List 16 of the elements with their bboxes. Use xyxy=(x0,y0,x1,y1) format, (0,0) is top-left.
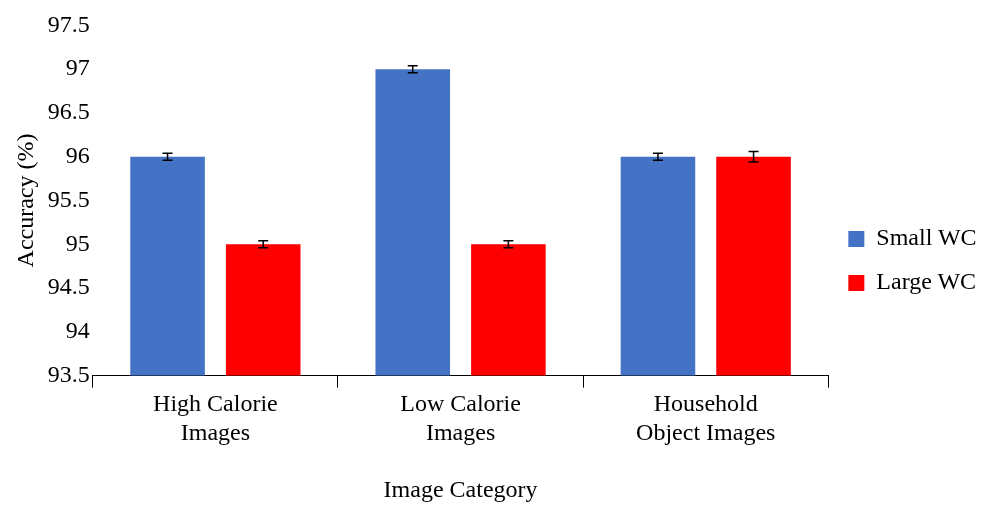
y-tick-label: 96.5 xyxy=(47,98,90,125)
y-tick-label: 95 xyxy=(65,229,90,256)
y-axis-title: Accuracy (%) xyxy=(11,133,38,268)
y-tick-label: 96 xyxy=(65,142,90,169)
y-tick-label: 97 xyxy=(65,54,90,81)
x-tick-label: Household Object Images xyxy=(636,390,776,446)
x-tick-label: Low Calorie Images xyxy=(400,390,521,446)
y-tick-label: 93.5 xyxy=(47,360,90,387)
y-tick-label: 95.5 xyxy=(47,185,90,212)
legend-label: Small WC xyxy=(876,224,977,251)
x-axis-title: Image Category xyxy=(383,475,538,502)
y-tick-label: 94.5 xyxy=(47,273,90,300)
y-tick-label: 97.5 xyxy=(47,10,90,37)
legend-label: Large WC xyxy=(876,268,977,295)
x-tick-label: High Calorie Images xyxy=(153,390,278,446)
y-tick-label: 94 xyxy=(65,317,90,344)
